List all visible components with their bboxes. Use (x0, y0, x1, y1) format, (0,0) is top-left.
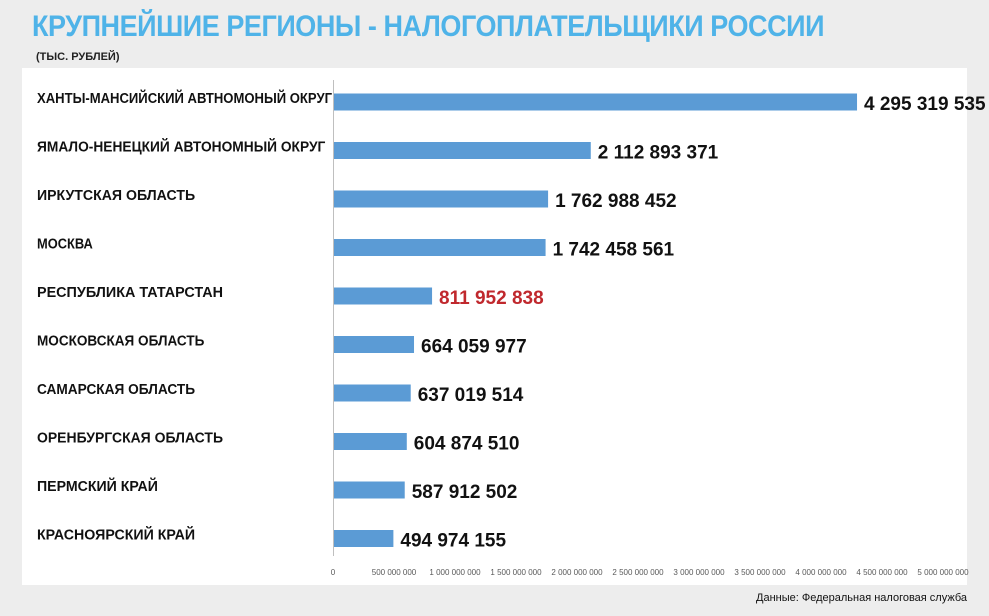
value-label: 4 295 319 535 (864, 94, 986, 115)
category-label: МОСКВА (37, 237, 93, 253)
x-tick-label: 5 000 000 000 (917, 568, 969, 577)
bars-group (333, 93, 858, 547)
value-label: 587 912 502 (412, 482, 518, 503)
source-note: Данные: Федеральная налоговая служба (756, 592, 967, 604)
value-labels-group: 4 295 319 535 2 112 893 371 1 762 988 452 1… (400, 94, 986, 552)
bar (333, 481, 405, 499)
chart-subtitle: (ТЫС. РУБЛЕЙ) (36, 51, 120, 63)
bar (333, 239, 546, 256)
bar (333, 190, 549, 208)
x-tick-label: 1 000 000 000 (429, 568, 481, 577)
category-label: ИРКУТСКАЯ ОБЛАСТЬ (37, 188, 195, 204)
x-tick-label: 500 000 000 (372, 568, 417, 577)
x-tick-labels-group: 0 500 000 000 1 000 000 000 1 500 000 000 2 … (331, 568, 969, 577)
x-tick-label: 4 000 000 000 (795, 568, 847, 577)
bar (333, 93, 858, 111)
value-label: 1 762 988 452 (555, 191, 677, 212)
value-label: 1 742 458 561 (553, 240, 675, 261)
category-label: КРАСНОЯРСКИЙ КРАЙ (37, 526, 195, 544)
category-label: ОРЕНБУРГСКАЯ ОБЛАСТЬ (37, 431, 223, 447)
category-label: САМАРСКАЯ ОБЛАСТЬ (37, 382, 195, 398)
bar (333, 384, 411, 402)
value-label: 637 019 514 (418, 385, 524, 406)
x-tick-label: 3 000 000 000 (673, 568, 725, 577)
value-label: 2 112 893 371 (598, 143, 719, 164)
x-tick-label: 2 000 000 000 (551, 568, 603, 577)
category-label: ЯМАЛО-НЕНЕЦКИЙ АВТОНОМНЫЙ ОКРУГ (37, 138, 325, 156)
category-label: РЕСПУБЛИКА ТАТАРСТАН (37, 285, 223, 301)
value-label: 811 952 838 (439, 288, 544, 309)
bar (333, 142, 591, 159)
bar (333, 287, 433, 305)
value-label: 664 059 977 (421, 337, 527, 358)
value-label: 604 874 510 (414, 434, 520, 455)
x-tick-label: 3 500 000 000 (734, 568, 786, 577)
x-tick-label: 0 (331, 568, 336, 577)
x-tick-label: 1 500 000 000 (490, 568, 542, 577)
x-tick-label: 4 500 000 000 (856, 568, 908, 577)
category-label: ХАНТЫ-МАНСИЙСКИЙ АВТНОМОНЫЙ ОКРУГ (37, 89, 332, 107)
bar (333, 433, 407, 450)
category-label: МОСКОВСКАЯ ОБЛАСТЬ (37, 334, 204, 350)
bar (333, 530, 394, 547)
category-label: ПЕРМСКИЙ КРАЙ (37, 477, 158, 495)
x-tick-label: 2 500 000 000 (612, 568, 664, 577)
category-labels-group: ХАНТЫ-МАНСИЙСКИЙ АВТНОМОНЫЙ ОКРУГ ЯМАЛО-Н… (37, 89, 332, 544)
value-label: 494 974 155 (400, 531, 506, 552)
chart-title: КРУПНЕЙШИЕ РЕГИОНЫ - НАЛОГОПЛАТЕЛЬЩИКИ Р… (32, 10, 825, 43)
bar (333, 336, 415, 353)
